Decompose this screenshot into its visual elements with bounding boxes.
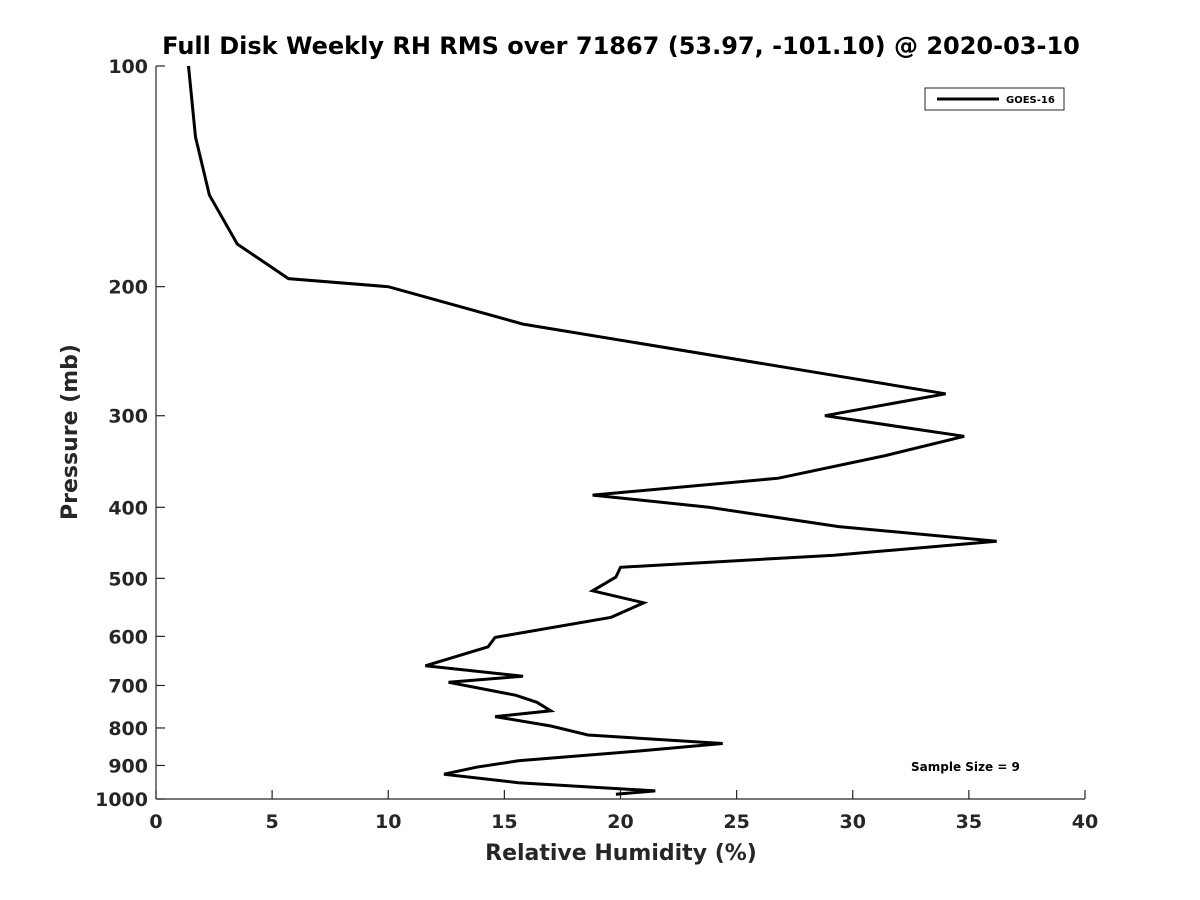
legend-label-goes16: GOES-16 [1006, 95, 1055, 106]
x-tick-label: 20 [607, 811, 633, 833]
y-tick-label: 100 [108, 56, 148, 78]
x-tick-label: 15 [491, 811, 517, 833]
x-tick-label: 25 [723, 811, 749, 833]
y-axis-label: Pressure (mb) [58, 344, 83, 520]
y-tick-label: 300 [108, 406, 148, 428]
y-tick-label: 500 [108, 568, 148, 590]
y-tick-label: 200 [108, 277, 148, 299]
sample-size-annotation: Sample Size = 9 [911, 760, 1020, 774]
y-axis-ticks: 100 200 300 400 500 600 700 800 900 1000 [95, 56, 165, 811]
x-tick-label: 35 [956, 811, 982, 833]
y-tick-label: 900 [108, 755, 148, 777]
x-axis-ticks: 0 5 10 15 20 25 30 35 40 [149, 790, 1098, 833]
y-tick-label: 1000 [95, 789, 148, 811]
chart-title: Full Disk Weekly RH RMS over 71867 (53.9… [162, 32, 1080, 60]
series-layer [187, 65, 997, 796]
y-tick-label: 800 [108, 718, 148, 740]
y-tick-label: 400 [108, 497, 148, 519]
series-line-goes-16 [187, 65, 997, 796]
x-axis-label: Relative Humidity (%) [485, 841, 757, 866]
x-tick-label: 30 [840, 811, 866, 833]
x-tick-label: 10 [375, 811, 401, 833]
y-tick-label: 600 [108, 626, 148, 648]
x-tick-label: 5 [266, 811, 279, 833]
x-tick-label: 0 [149, 811, 162, 833]
legend: GOES-16 [924, 87, 1065, 111]
y-tick-label: 700 [108, 675, 148, 697]
x-tick-label: 40 [1072, 811, 1098, 833]
